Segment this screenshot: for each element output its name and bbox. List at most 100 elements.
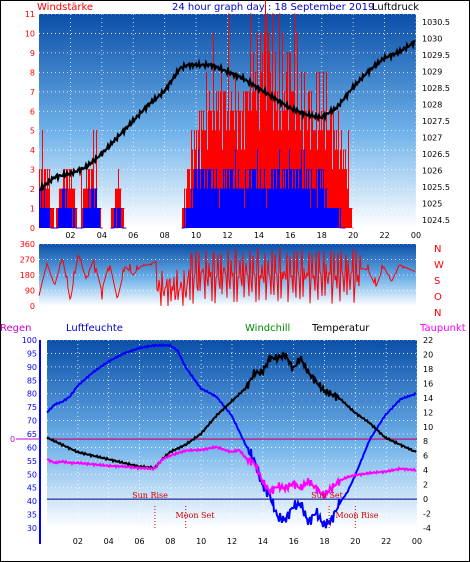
- legend-taupunkt: Taupunkt: [419, 323, 466, 334]
- direction-tick-label: 90: [25, 287, 35, 296]
- annotation-moon-set: Moon Set: [176, 511, 216, 520]
- wind-tick-label: 10: [25, 29, 35, 38]
- pressure-tick-label: 1029.5: [422, 51, 450, 60]
- wind-tick-label: 8: [30, 68, 35, 77]
- x-tick-label: 08: [160, 231, 170, 240]
- temperature-line: [46, 351, 417, 471]
- x-tick-label: 04: [97, 231, 107, 240]
- x-tick-label: 14: [254, 231, 264, 240]
- temperature-tick-label: 12: [423, 408, 433, 417]
- humidity-tick-label: 95: [27, 349, 37, 358]
- wind-tick-label: 3: [30, 166, 35, 175]
- wind-tick-label: 6: [30, 107, 35, 116]
- compass-label: N: [434, 308, 441, 319]
- pressure-tick-label: 1030.5: [422, 18, 450, 27]
- wind-axis-title: Windstärke: [37, 2, 93, 13]
- x-tick-label: 22: [381, 537, 391, 546]
- x-tick-label: 14: [258, 537, 268, 546]
- graph-title: 24 hour graph day : 18 September 2019: [172, 2, 374, 13]
- pressure-tick-label: 1030: [422, 35, 442, 44]
- temperature-humidity-series: [46, 343, 417, 529]
- humidity-tick-label: 80: [27, 390, 37, 399]
- temperature-tick-label: 22: [423, 336, 433, 345]
- compass-label: S: [434, 276, 440, 287]
- annotation-moon-rise: Moon Rise: [336, 511, 379, 520]
- direction-tick-label: 0: [30, 302, 35, 311]
- x-tick-label: 02: [73, 537, 83, 546]
- wind-tick-label: 7: [30, 88, 35, 97]
- pressure-tick-label: 1028.5: [422, 84, 450, 93]
- x-tick-label: 18: [317, 231, 327, 240]
- annotation-sun-set: Sun Set: [311, 491, 344, 500]
- legend-temperatur: Temperatur: [311, 323, 370, 334]
- wind-tick-label: 11: [25, 10, 35, 19]
- temperature-tick-label: 8: [423, 437, 428, 446]
- dewpoint-line: [46, 444, 417, 499]
- x-tick-label: 16: [285, 231, 295, 240]
- humidity-tick-label: 55: [27, 457, 37, 466]
- temperature-humidity-grid: [39, 339, 418, 544]
- x-tick-label: 12: [222, 231, 232, 240]
- legend-windchill: Windchill: [245, 323, 290, 334]
- humidity-tick-label: 85: [27, 376, 37, 385]
- pressure-tick-label: 1025: [422, 199, 442, 208]
- pressure-tick-label: 1027.5: [422, 117, 450, 126]
- temperature-tick-label: -4: [423, 524, 431, 533]
- temperature-tick-label: 0: [423, 495, 428, 504]
- x-tick-label: 06: [128, 231, 138, 240]
- humidity-tick-label: 30: [27, 524, 37, 533]
- legend-luftfeuchte: Luftfeuchte: [66, 323, 123, 334]
- wind-tick-label: 0: [30, 224, 35, 233]
- pressure-tick-label: 1025.5: [422, 183, 450, 192]
- x-tick-label: 10: [196, 537, 206, 546]
- x-tick-label: 18: [319, 537, 329, 546]
- humidity-tick-label: 60: [27, 443, 37, 452]
- x-tick-label: 06: [134, 537, 144, 546]
- humidity-tick-label: 35: [27, 511, 37, 520]
- temperature-tick-label: 18: [423, 365, 433, 374]
- pressure-tick-label: 1026: [422, 166, 442, 175]
- temperature-tick-label: 6: [423, 452, 428, 461]
- legend-regen: Regen: [0, 323, 32, 334]
- temperature-tick-label: 10: [423, 423, 433, 432]
- humidity-tick-label: 65: [27, 430, 37, 439]
- x-tick-label: 12: [227, 537, 237, 546]
- humidity-tick-label: 70: [27, 417, 37, 426]
- pressure-tick-label: 1027: [422, 133, 442, 142]
- wind-pressure-panel: 02 04 06 08 10 12 14 16 18 20 22 000123456789101110…: [25, 0, 450, 240]
- direction-tick-label: 360: [20, 240, 35, 249]
- wind-tick-label: 9: [30, 49, 35, 58]
- wind-tick-label: 2: [30, 185, 35, 194]
- temperature-tick-label: 14: [423, 394, 433, 403]
- pressure-tick-label: 1029: [422, 68, 442, 77]
- pressure-tick-label: 1028: [422, 101, 442, 110]
- x-tick-label: 00: [412, 537, 422, 546]
- compass-label: N: [434, 244, 441, 255]
- temperature-tick-label: 16: [423, 379, 433, 388]
- x-tick-label: 02: [65, 231, 75, 240]
- wind-direction-series: [38, 247, 416, 307]
- temperature-humidity-panel: 02 04 06 08 10 12 14 16 18 20 22 003035404550556065…: [0, 323, 466, 546]
- x-tick-label: 20: [348, 231, 358, 240]
- x-tick-label: 10: [191, 231, 201, 240]
- wind-tick-label: 4: [30, 146, 35, 155]
- x-tick-label: 20: [350, 537, 360, 546]
- temperature-tick-label: -2: [423, 510, 431, 519]
- humidity-tick-label: 40: [27, 497, 37, 506]
- humidity-tick-label: 50: [27, 470, 37, 479]
- rain-marker-label: 0: [10, 435, 15, 444]
- temperature-tick-label: 4: [423, 466, 428, 475]
- pressure-tick-label: 1026.5: [422, 150, 450, 159]
- wind-tick-label: 5: [30, 127, 35, 136]
- wind-pressure-series: [38, 0, 416, 229]
- x-tick-label: 00: [411, 231, 421, 240]
- sun-moon-annotations: Sun Rise Moon Set Sun Set Moon Rise: [132, 491, 379, 528]
- wind-direction-line: [38, 247, 416, 307]
- wind-pressure-tick-labels: 02 04 06 08 10 12 14 16 18 20 22 000123456789101110…: [25, 10, 450, 240]
- direction-tick-label: 270: [20, 256, 35, 265]
- pressure-axis-title: Luftdruck: [372, 2, 419, 13]
- direction-tick-label: 180: [20, 271, 35, 280]
